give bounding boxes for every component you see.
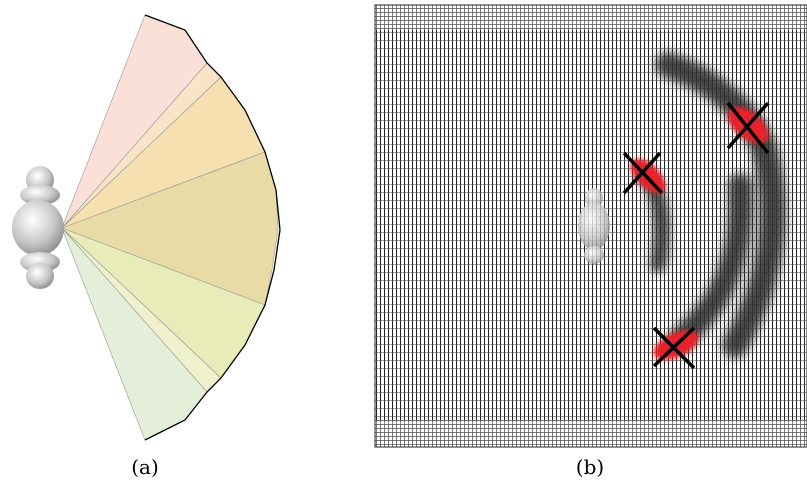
panel-a	[62, 15, 280, 440]
grid-bottom	[375, 420, 807, 447]
robot-icon	[12, 166, 64, 289]
caption: (a)	[131, 455, 159, 479]
caption: (b)	[576, 455, 604, 479]
figure: (a) (b)	[0, 0, 807, 487]
panel-b	[375, 5, 807, 447]
grid-top	[375, 5, 807, 30]
